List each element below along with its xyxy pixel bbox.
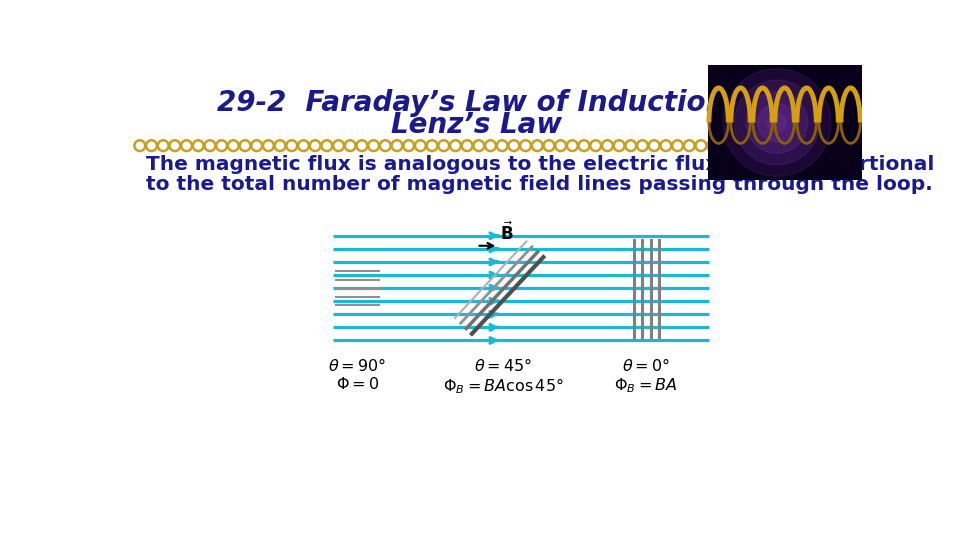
- Text: $\Phi_B = BA\cos 45°$: $\Phi_B = BA\cos 45°$: [444, 376, 564, 396]
- Circle shape: [746, 92, 807, 153]
- Text: to the total number of magnetic field lines passing through the loop.: to the total number of magnetic field li…: [146, 174, 932, 194]
- FancyBboxPatch shape: [708, 65, 861, 180]
- Text: $\theta = 90°$: $\theta = 90°$: [328, 357, 386, 374]
- Circle shape: [734, 80, 819, 165]
- Text: The magnetic flux is analogous to the electric flux – it is proportional: The magnetic flux is analogous to the el…: [146, 156, 934, 174]
- Text: $\Phi = 0$: $\Phi = 0$: [336, 376, 379, 392]
- Text: $\theta = 0°$: $\theta = 0°$: [622, 357, 670, 374]
- Circle shape: [723, 69, 830, 177]
- Text: $\vec{\mathbf{B}}$: $\vec{\mathbf{B}}$: [500, 222, 514, 244]
- Circle shape: [768, 113, 786, 132]
- Text: $\theta = 45°$: $\theta = 45°$: [474, 357, 533, 374]
- Circle shape: [757, 103, 796, 142]
- Text: Lenz’s Law: Lenz’s Law: [391, 111, 563, 139]
- Text: 29-2  Faraday’s Law of Induction;: 29-2 Faraday’s Law of Induction;: [217, 89, 736, 117]
- Text: $\Phi_B = BA$: $\Phi_B = BA$: [614, 376, 678, 395]
